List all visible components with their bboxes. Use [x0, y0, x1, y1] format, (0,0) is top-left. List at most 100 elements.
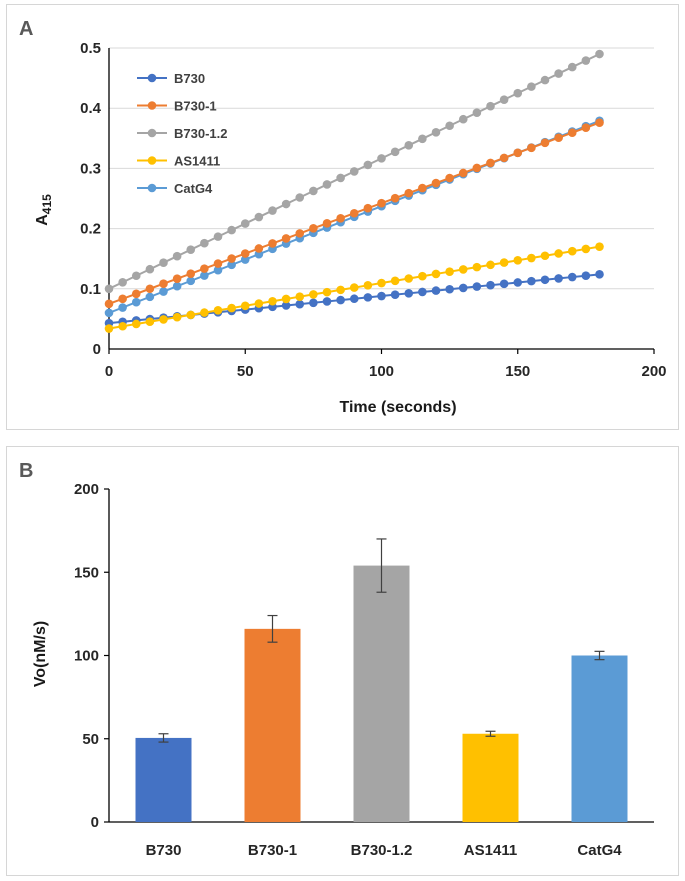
data-point — [513, 278, 523, 287]
data-point — [486, 260, 495, 270]
data-point — [472, 163, 482, 173]
legend-marker — [147, 156, 157, 165]
data-point — [363, 160, 373, 170]
data-point — [145, 292, 155, 302]
data-point — [172, 251, 182, 261]
x-tick-label: 50 — [237, 363, 254, 380]
data-point — [513, 88, 523, 98]
y-tick-label: 0 — [91, 814, 99, 831]
data-point — [527, 276, 536, 286]
data-point — [390, 290, 400, 299]
legend: B730 B730-1 B730-1.2 AS1411 CatG4 — [137, 71, 227, 196]
data-point — [254, 299, 264, 308]
error-bar — [267, 614, 278, 643]
data-point — [295, 229, 305, 238]
y-tick-label: 0.1 — [80, 281, 101, 298]
data-point — [131, 297, 141, 307]
data-point — [336, 295, 345, 305]
data-point — [458, 114, 468, 124]
data-point — [227, 225, 236, 235]
data-point — [104, 324, 114, 333]
data-point — [349, 208, 359, 218]
panel-a: A 0 0.1 0.2 0.3 0.4 0.5 0 50 100 150 200 Time (se… — [6, 4, 679, 430]
y-gridlines — [109, 47, 654, 290]
data-point — [377, 278, 386, 288]
data-point — [554, 249, 563, 258]
data-point — [213, 259, 223, 268]
panel-b: B 0 50 100 150 200 B730 B730-1 B730-1.2 AS1411 C… — [6, 446, 679, 876]
data-point — [295, 193, 305, 202]
data-point — [513, 256, 523, 265]
data-point — [118, 303, 127, 312]
data-point — [404, 141, 414, 150]
legend-label: B730-1 — [174, 99, 217, 114]
data-point — [131, 319, 141, 329]
data-point — [227, 303, 236, 313]
x-axis-title: Time (seconds) — [339, 399, 456, 416]
y-axis-title-sub: 415 — [40, 194, 54, 214]
y-tick-label: 0 — [93, 341, 101, 358]
bar-catg4 — [571, 655, 628, 822]
data-point — [172, 312, 182, 322]
data-point — [104, 308, 114, 318]
data-point — [281, 234, 291, 243]
data-point — [268, 296, 277, 306]
data-point — [404, 188, 414, 198]
data-point — [499, 258, 509, 267]
data-point — [499, 95, 509, 104]
x-tick-label: 150 — [505, 363, 530, 380]
data-point — [268, 206, 277, 215]
y-tick-label: 200 — [74, 481, 99, 498]
data-point — [145, 284, 155, 294]
data-point — [349, 294, 359, 304]
x-tick-labels: 0 50 100 150 200 — [105, 363, 667, 380]
data-point — [458, 283, 468, 293]
data-point — [390, 193, 400, 203]
data-point — [363, 293, 373, 302]
data-point — [581, 271, 591, 281]
data-point — [527, 253, 536, 263]
data-point — [527, 82, 536, 91]
data-point — [186, 245, 196, 254]
y-axis-title: A415 — [34, 194, 54, 226]
data-point — [595, 242, 604, 251]
legend-item-b730-1-2: B730-1.2 — [137, 126, 227, 141]
data-point — [486, 101, 495, 111]
data-point — [336, 213, 345, 223]
data-point — [431, 127, 441, 137]
bar-as1411 — [462, 733, 519, 822]
data-point — [418, 134, 427, 144]
legend-marker — [147, 101, 157, 110]
data-point — [390, 276, 400, 286]
data-point — [104, 299, 114, 309]
data-point — [377, 154, 386, 163]
data-point — [281, 301, 291, 310]
legend-marker — [147, 128, 157, 138]
data-point — [554, 69, 563, 78]
legend-label: AS1411 — [174, 154, 220, 169]
legend-item-catg4: CatG4 — [137, 181, 213, 196]
bars-group — [135, 565, 628, 822]
error-bar — [376, 538, 387, 593]
data-point — [254, 244, 264, 253]
bar-b730-1 — [244, 628, 301, 822]
data-point — [377, 198, 386, 208]
data-point — [567, 272, 577, 282]
error-bar — [594, 650, 605, 661]
data-point — [104, 284, 114, 294]
data-point — [336, 173, 345, 183]
data-point — [186, 276, 196, 286]
bar-b730 — [135, 737, 192, 822]
data-point — [431, 286, 441, 295]
data-point — [486, 158, 495, 168]
data-point — [581, 244, 591, 254]
data-point — [554, 274, 563, 283]
data-point — [404, 274, 414, 283]
data-point — [213, 306, 223, 315]
y-tick-label: 150 — [74, 564, 99, 581]
data-point — [363, 281, 373, 290]
data-point — [118, 294, 127, 304]
data-point — [200, 238, 209, 248]
data-point — [200, 271, 209, 280]
data-point — [595, 118, 604, 127]
